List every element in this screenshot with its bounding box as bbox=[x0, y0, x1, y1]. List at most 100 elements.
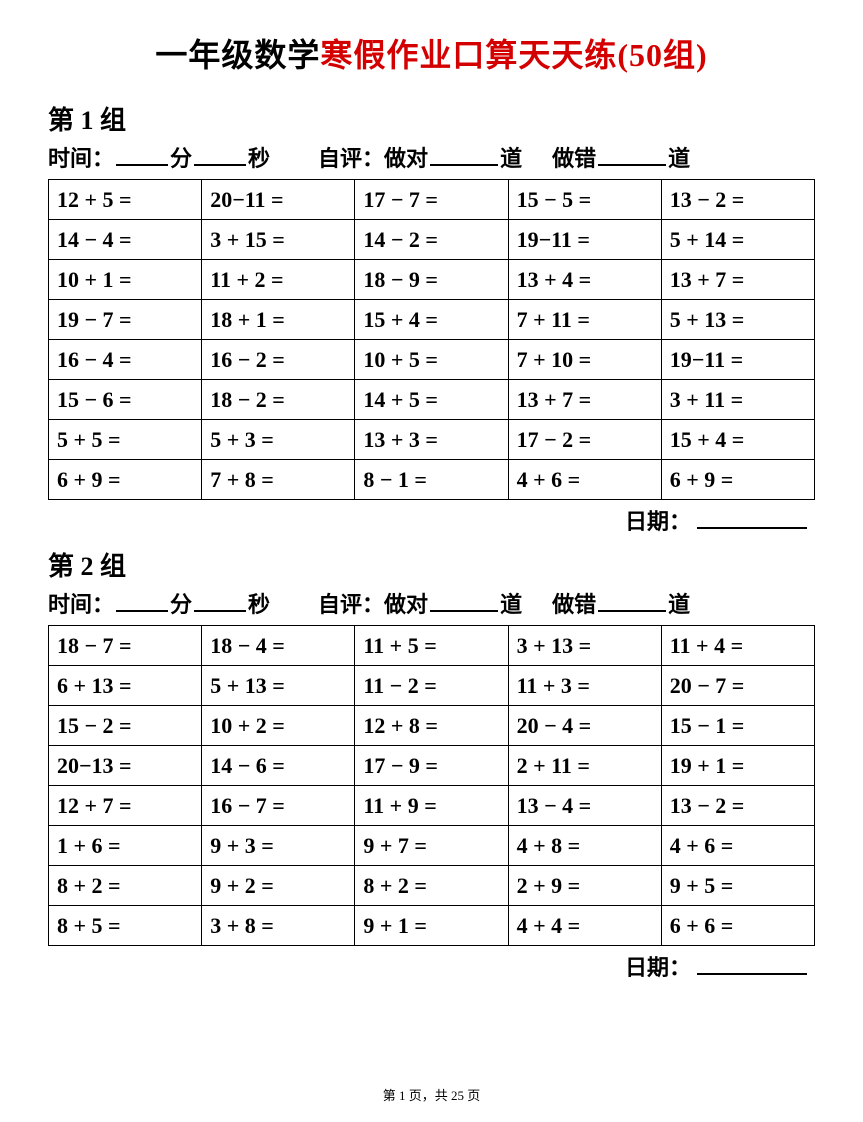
problem-cell: 17 − 9 = bbox=[355, 746, 508, 786]
problem-cell: 18 − 9 = bbox=[355, 260, 508, 300]
unit-label: 道 bbox=[668, 141, 690, 173]
problem-cell: 13 − 2 = bbox=[661, 180, 814, 220]
problem-cell: 8 + 5 = bbox=[49, 906, 202, 946]
problem-cell: 9 + 1 = bbox=[355, 906, 508, 946]
problem-cell: 6 + 13 = bbox=[49, 666, 202, 706]
problem-cell: 16 − 7 = bbox=[202, 786, 355, 826]
blank-correct[interactable] bbox=[430, 590, 498, 612]
problem-cell: 8 + 2 = bbox=[49, 866, 202, 906]
problem-cell: 14 − 4 = bbox=[49, 220, 202, 260]
blank-wrong[interactable] bbox=[598, 590, 666, 612]
time-label: 时间： bbox=[48, 587, 114, 619]
problem-cell: 13 − 2 = bbox=[661, 786, 814, 826]
problem-cell: 15 + 4 = bbox=[355, 300, 508, 340]
problem-cell: 15 + 4 = bbox=[661, 420, 814, 460]
problem-cell: 14 + 5 = bbox=[355, 380, 508, 420]
problem-cell: 19−11 = bbox=[661, 340, 814, 380]
problem-cell: 11 + 3 = bbox=[508, 666, 661, 706]
blank-minute[interactable] bbox=[116, 590, 168, 612]
blank-second[interactable] bbox=[194, 590, 246, 612]
blank-correct[interactable] bbox=[430, 144, 498, 166]
problem-cell: 11 + 9 = bbox=[355, 786, 508, 826]
second-label: 秒 bbox=[248, 141, 270, 173]
problem-cell: 9 + 2 = bbox=[202, 866, 355, 906]
problem-cell: 2 + 9 = bbox=[508, 866, 661, 906]
second-label: 秒 bbox=[248, 587, 270, 619]
problem-cell: 15 − 6 = bbox=[49, 380, 202, 420]
meta-row: 时间：分秒自评：做对道做错道 bbox=[48, 587, 815, 619]
problem-cell: 13 + 3 = bbox=[355, 420, 508, 460]
blank-second[interactable] bbox=[194, 144, 246, 166]
problem-cell: 11 + 4 = bbox=[661, 626, 814, 666]
meta-row: 时间：分秒自评：做对道做错道 bbox=[48, 141, 815, 173]
problem-cell: 3 + 13 = bbox=[508, 626, 661, 666]
table-row: 6 + 13 =5 + 13 =11 − 2 =11 + 3 =20 − 7 = bbox=[49, 666, 815, 706]
problem-cell: 15 − 5 = bbox=[508, 180, 661, 220]
table-row: 8 + 2 =9 + 2 =8 + 2 =2 + 9 =9 + 5 = bbox=[49, 866, 815, 906]
problem-cell: 13 + 7 = bbox=[661, 260, 814, 300]
problem-cell: 15 − 1 = bbox=[661, 706, 814, 746]
problem-cell: 11 + 5 = bbox=[355, 626, 508, 666]
page-title: 一年级数学寒假作业口算天天练(50组) bbox=[48, 30, 815, 76]
problem-cell: 4 + 8 = bbox=[508, 826, 661, 866]
blank-wrong[interactable] bbox=[598, 144, 666, 166]
problem-cell: 19 − 7 = bbox=[49, 300, 202, 340]
blank-date[interactable] bbox=[697, 507, 807, 529]
problem-cell: 2 + 11 = bbox=[508, 746, 661, 786]
table-row: 18 − 7 =18 − 4 =11 + 5 =3 + 13 =11 + 4 = bbox=[49, 626, 815, 666]
blank-date[interactable] bbox=[697, 953, 807, 975]
problem-cell: 12 + 8 = bbox=[355, 706, 508, 746]
problem-cell: 18 − 7 = bbox=[49, 626, 202, 666]
problem-cell: 17 − 2 = bbox=[508, 420, 661, 460]
problem-cell: 13 − 4 = bbox=[508, 786, 661, 826]
problem-cell: 18 − 4 = bbox=[202, 626, 355, 666]
table-row: 6 + 9 =7 + 8 =8 − 1 =4 + 6 =6 + 9 = bbox=[49, 460, 815, 500]
problem-cell: 10 + 5 = bbox=[355, 340, 508, 380]
wrong-label: 做错 bbox=[552, 587, 596, 619]
group-heading: 第 1 组 bbox=[48, 100, 815, 137]
date-label: 日期： bbox=[625, 955, 691, 980]
problem-cell: 20−13 = bbox=[49, 746, 202, 786]
title-black: 一年级数学 bbox=[155, 37, 320, 73]
date-label: 日期： bbox=[625, 509, 691, 534]
problem-cell: 4 + 6 = bbox=[508, 460, 661, 500]
minute-label: 分 bbox=[170, 587, 192, 619]
problem-cell: 12 + 7 = bbox=[49, 786, 202, 826]
problem-cell: 18 − 2 = bbox=[202, 380, 355, 420]
time-label: 时间： bbox=[48, 141, 114, 173]
problem-cell: 17 − 7 = bbox=[355, 180, 508, 220]
problem-cell: 13 + 4 = bbox=[508, 260, 661, 300]
problem-cell: 7 + 11 = bbox=[508, 300, 661, 340]
table-row: 12 + 7 =16 − 7 =11 + 9 =13 − 4 =13 − 2 = bbox=[49, 786, 815, 826]
problem-cell: 3 + 8 = bbox=[202, 906, 355, 946]
problem-cell: 4 + 4 = bbox=[508, 906, 661, 946]
table-row: 12 + 5 =20−11 =17 − 7 =15 − 5 =13 − 2 = bbox=[49, 180, 815, 220]
table-row: 10 + 1 =11 + 2 =18 − 9 =13 + 4 =13 + 7 = bbox=[49, 260, 815, 300]
problem-cell: 14 − 6 = bbox=[202, 746, 355, 786]
problem-cell: 9 + 3 = bbox=[202, 826, 355, 866]
table-row: 20−13 =14 − 6 =17 − 9 =2 + 11 =19 + 1 = bbox=[49, 746, 815, 786]
selfeval-label: 自评：做对 bbox=[318, 141, 428, 173]
unit-label: 道 bbox=[500, 141, 522, 173]
problem-cell: 5 + 5 = bbox=[49, 420, 202, 460]
problem-cell: 1 + 6 = bbox=[49, 826, 202, 866]
problem-cell: 12 + 5 = bbox=[49, 180, 202, 220]
problem-cell: 6 + 9 = bbox=[49, 460, 202, 500]
table-row: 14 − 4 =3 + 15 =14 − 2 =19−11 =5 + 14 = bbox=[49, 220, 815, 260]
selfeval-label: 自评：做对 bbox=[318, 587, 428, 619]
table-row: 15 − 6 =18 − 2 =14 + 5 =13 + 7 =3 + 11 = bbox=[49, 380, 815, 420]
problem-cell: 8 − 1 = bbox=[355, 460, 508, 500]
group-heading: 第 2 组 bbox=[48, 546, 815, 583]
blank-minute[interactable] bbox=[116, 144, 168, 166]
table-row: 15 − 2 =10 + 2 =12 + 8 =20 − 4 =15 − 1 = bbox=[49, 706, 815, 746]
problem-cell: 19−11 = bbox=[508, 220, 661, 260]
problems-table: 18 − 7 =18 − 4 =11 + 5 =3 + 13 =11 + 4 =… bbox=[48, 625, 815, 946]
problem-cell: 5 + 13 = bbox=[661, 300, 814, 340]
problem-cell: 7 + 8 = bbox=[202, 460, 355, 500]
problem-cell: 13 + 7 = bbox=[508, 380, 661, 420]
problem-cell: 15 − 2 = bbox=[49, 706, 202, 746]
pager: 第 1 页，共 25 页 bbox=[0, 1085, 863, 1104]
problem-cell: 5 + 14 = bbox=[661, 220, 814, 260]
problems-table: 12 + 5 =20−11 =17 − 7 =15 − 5 =13 − 2 =1… bbox=[48, 179, 815, 500]
problem-cell: 11 + 2 = bbox=[202, 260, 355, 300]
